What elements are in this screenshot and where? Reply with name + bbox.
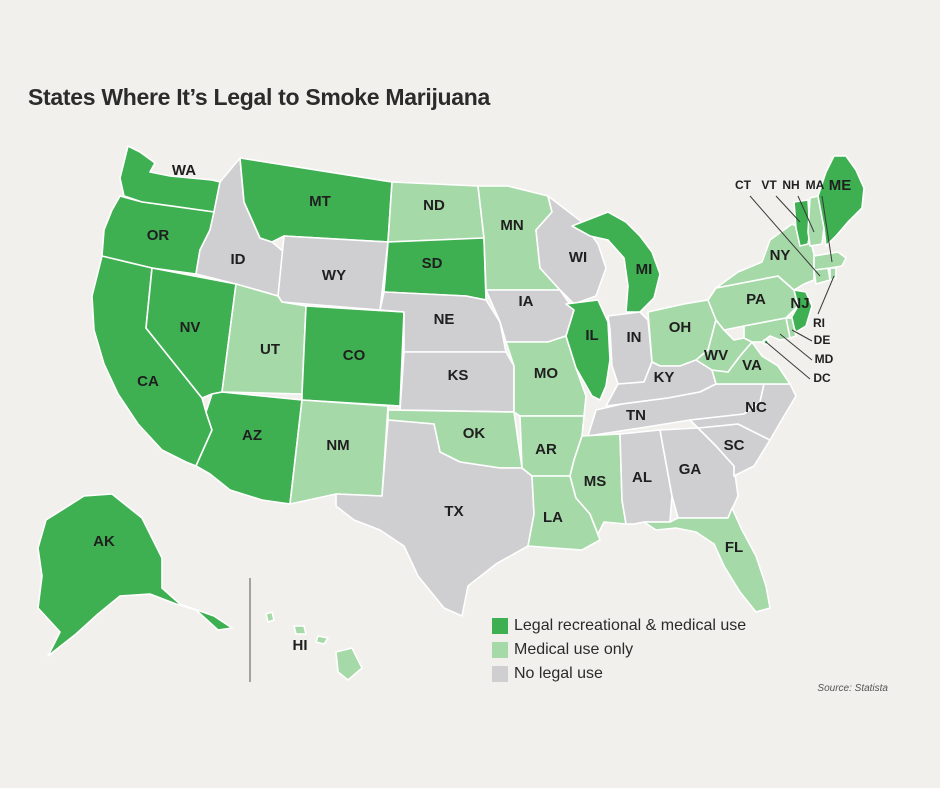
legend-swatch-rec <box>492 618 508 634</box>
leader-dc <box>765 341 811 380</box>
state-label-ma: MA <box>806 178 825 192</box>
state-label-ia: IA <box>519 293 534 310</box>
state-label-ks: KS <box>448 367 469 384</box>
state-label-ca: CA <box>137 373 159 390</box>
state-label-mt: MT <box>309 193 331 210</box>
state-label-dc: DC <box>813 371 831 385</box>
leader-nh <box>797 195 815 233</box>
legend-item-rec: Legal recreational & medical use <box>492 614 746 638</box>
state-label-tn: TN <box>626 407 646 424</box>
state-nj[interactable] <box>789 289 813 333</box>
state-mo[interactable] <box>505 335 587 417</box>
state-label-nh: NH <box>782 178 799 192</box>
state-ma[interactable] <box>813 251 847 271</box>
leader-ma <box>821 195 833 263</box>
state-label-vt: VT <box>761 178 777 192</box>
state-label-mn: MN <box>500 217 523 234</box>
state-label-ri: RI <box>813 316 825 330</box>
state-label-nj: NJ <box>790 295 809 312</box>
state-hi[interactable] <box>265 611 363 681</box>
state-label-ms: MS <box>584 473 607 490</box>
leader-vt <box>775 195 801 223</box>
state-label-ne: NE <box>434 311 455 328</box>
state-label-nm: NM <box>326 437 349 454</box>
state-il[interactable] <box>565 299 611 401</box>
state-mi[interactable] <box>571 211 661 313</box>
state-az[interactable] <box>195 391 303 505</box>
leader-de <box>791 329 813 342</box>
state-label-hi: HI <box>293 637 308 654</box>
legend-label-rec: Legal recreational & medical use <box>514 617 747 634</box>
map-title: States Where It’s Legal to Smoke Marijua… <box>28 84 491 110</box>
state-label-me: ME <box>829 177 852 194</box>
state-label-in: IN <box>627 329 642 346</box>
state-label-va: VA <box>742 357 762 374</box>
state-label-az: AZ <box>242 427 262 444</box>
leader-ri <box>817 275 835 315</box>
state-me[interactable] <box>817 155 865 247</box>
state-label-nd: ND <box>423 197 445 214</box>
state-label-ga: GA <box>679 461 702 478</box>
legend-swatch-none <box>492 666 508 682</box>
state-label-wv: WV <box>704 347 728 364</box>
state-label-id: ID <box>231 251 246 268</box>
state-tx[interactable] <box>335 419 535 617</box>
state-label-mo: MO <box>534 365 558 382</box>
state-vt[interactable] <box>793 199 811 247</box>
state-ak[interactable] <box>37 493 233 657</box>
state-label-nv: NV <box>180 319 201 336</box>
legend-label-none: No legal use <box>514 665 603 682</box>
state-label-pa: PA <box>746 291 766 308</box>
leader-ct <box>749 195 821 277</box>
legend-swatch-med <box>492 642 508 658</box>
state-label-co: CO <box>343 347 366 364</box>
state-label-tx: TX <box>444 503 463 520</box>
state-label-ak: AK <box>93 533 115 550</box>
state-wy[interactable] <box>277 235 389 311</box>
state-label-wi: WI <box>569 249 587 266</box>
state-label-ar: AR <box>535 441 557 458</box>
state-md[interactable] <box>743 317 791 343</box>
state-in[interactable] <box>607 311 653 385</box>
state-label-ct: CT <box>735 178 752 192</box>
source-note: Source: Statista <box>817 683 888 694</box>
state-label-or: OR <box>147 227 170 244</box>
state-label-de: DE <box>814 333 831 347</box>
legend-item-none: No legal use <box>492 662 746 686</box>
leader-md <box>779 333 813 361</box>
state-label-sd: SD <box>422 255 443 272</box>
legend-item-med: Medical use only <box>492 638 746 662</box>
state-label-oh: OH <box>669 319 692 336</box>
state-label-mi: MI <box>636 261 653 278</box>
state-label-wa: WA <box>172 162 196 179</box>
state-label-md: MD <box>815 352 834 366</box>
legend: Legal recreational & medical use Medical… <box>492 614 746 686</box>
state-fl[interactable] <box>643 507 771 613</box>
state-label-ut: UT <box>260 341 280 358</box>
state-label-nc: NC <box>745 399 767 416</box>
state-nc[interactable] <box>689 383 797 441</box>
state-or[interactable] <box>101 195 215 275</box>
state-label-wy: WY <box>322 267 346 284</box>
state-label-sc: SC <box>724 437 745 454</box>
state-label-la: LA <box>543 509 563 526</box>
state-label-al: AL <box>632 469 652 486</box>
state-label-ok: OK <box>463 425 486 442</box>
state-label-ny: NY <box>770 247 791 264</box>
legend-label-med: Medical use only <box>514 641 634 658</box>
state-label-ky: KY <box>654 369 675 386</box>
state-label-il: IL <box>585 327 598 344</box>
state-label-fl: FL <box>725 539 743 556</box>
